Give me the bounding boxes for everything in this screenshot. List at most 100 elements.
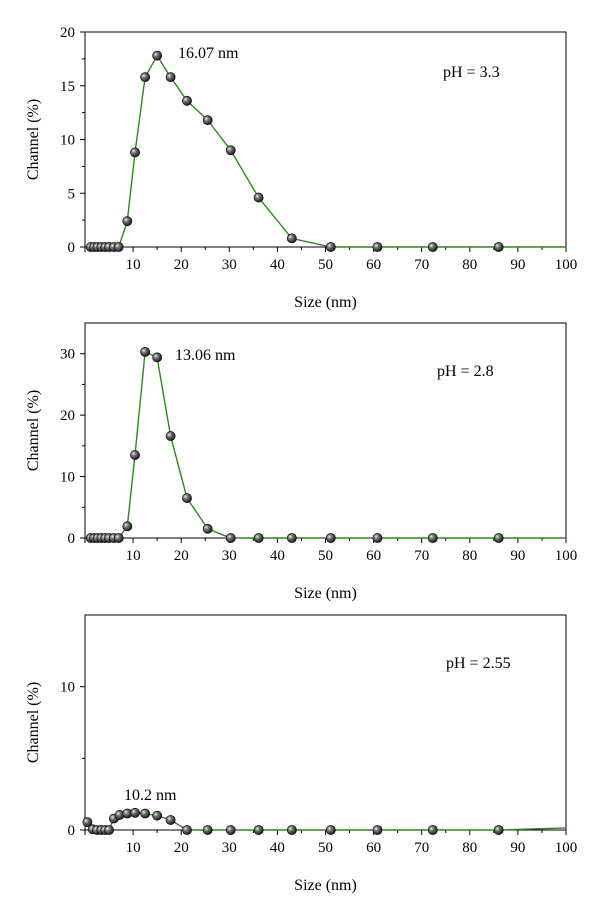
x-tick-label: 80 bbox=[462, 257, 477, 273]
x-tick-label: 60 bbox=[366, 840, 381, 856]
y-tick-label: 15 bbox=[60, 79, 75, 95]
x-tick-label: 100 bbox=[555, 548, 578, 564]
data-point bbox=[140, 346, 151, 357]
data-point bbox=[140, 808, 151, 819]
x-tick-label: 100 bbox=[555, 257, 578, 273]
data-point bbox=[253, 533, 264, 543]
y-tick-label: 5 bbox=[68, 186, 76, 202]
data-point bbox=[427, 825, 438, 835]
data-point bbox=[113, 533, 124, 543]
x-axis-title: Size (nm) bbox=[294, 585, 357, 602]
data-point bbox=[427, 242, 438, 252]
peak-size-annotation: 10.2 nm bbox=[124, 787, 177, 804]
y-tick-label: 10 bbox=[60, 133, 75, 149]
data-point bbox=[165, 815, 176, 825]
data-point bbox=[104, 825, 114, 835]
data-point bbox=[182, 493, 192, 503]
y-axis-title: Channel (%) bbox=[25, 682, 42, 763]
x-tick-label: 10 bbox=[126, 840, 141, 856]
data-point bbox=[493, 242, 504, 252]
x-axis-title: Size (nm) bbox=[294, 877, 357, 894]
data-point bbox=[325, 533, 336, 543]
data-point bbox=[202, 115, 213, 126]
x-tick-label: 20 bbox=[174, 840, 189, 856]
y-tick-label: 10 bbox=[60, 680, 75, 696]
y-tick-label: 20 bbox=[60, 408, 75, 424]
x-tick-label: 30 bbox=[222, 548, 237, 564]
peak-size-annotation: 13.06 nm bbox=[175, 347, 236, 364]
data-point bbox=[427, 533, 438, 543]
series-line bbox=[90, 54, 566, 248]
x-tick-label: 10 bbox=[126, 548, 141, 564]
x-tick-label: 70 bbox=[414, 840, 429, 856]
x-tick-label: 50 bbox=[318, 257, 333, 273]
data-point bbox=[82, 817, 93, 828]
data-point bbox=[130, 807, 140, 818]
ph-annotation: pH = 2.55 bbox=[446, 655, 511, 672]
x-tick-label: 40 bbox=[270, 840, 285, 856]
x-tick-label: 90 bbox=[510, 548, 525, 564]
data-point bbox=[372, 825, 383, 835]
data-point bbox=[372, 242, 383, 252]
data-point bbox=[152, 352, 163, 363]
data-point bbox=[202, 825, 213, 835]
x-tick-label: 20 bbox=[174, 257, 189, 273]
data-point bbox=[225, 145, 236, 156]
data-point bbox=[165, 431, 176, 441]
data-point bbox=[130, 147, 140, 158]
x-tick-label: 40 bbox=[270, 548, 285, 564]
data-point bbox=[165, 72, 176, 83]
x-axis-title: Size (nm) bbox=[294, 294, 357, 311]
y-tick-label: 0 bbox=[68, 823, 76, 839]
data-point bbox=[493, 825, 504, 835]
data-point bbox=[182, 825, 192, 835]
x-tick-label: 90 bbox=[510, 840, 525, 856]
series-line bbox=[90, 350, 566, 539]
x-tick-label: 80 bbox=[462, 840, 477, 856]
x-tick-label: 30 bbox=[222, 840, 237, 856]
x-tick-label: 70 bbox=[414, 257, 429, 273]
y-tick-label: 20 bbox=[60, 25, 75, 41]
x-tick-label: 70 bbox=[414, 548, 429, 564]
x-tick-label: 90 bbox=[510, 257, 525, 273]
x-tick-label: 40 bbox=[270, 257, 285, 273]
x-tick-label: 20 bbox=[174, 548, 189, 564]
data-point bbox=[152, 810, 163, 821]
data-point bbox=[325, 242, 336, 252]
data-point bbox=[182, 95, 192, 106]
x-tick-label: 30 bbox=[222, 257, 237, 273]
data-point bbox=[202, 523, 213, 534]
chart-panel-3: 10 20 30 40 50 60 70 80 90 100 0 10 Size (nm) Channel… bbox=[25, 614, 578, 894]
x-tick-label: 100 bbox=[555, 840, 578, 856]
data-point bbox=[253, 825, 264, 835]
x-tick-label: 60 bbox=[366, 257, 381, 273]
x-tick-label: 50 bbox=[318, 548, 333, 564]
y-axis-title: Channel (%) bbox=[25, 390, 42, 471]
data-point bbox=[286, 533, 297, 543]
y-tick-label: 10 bbox=[60, 470, 75, 486]
data-point bbox=[225, 533, 236, 543]
data-point bbox=[372, 533, 383, 543]
data-point bbox=[122, 521, 133, 532]
data-point bbox=[253, 192, 264, 203]
peak-size-annotation: 16.07 nm bbox=[178, 45, 239, 62]
data-point bbox=[122, 216, 133, 227]
data-point bbox=[325, 825, 336, 835]
data-point bbox=[286, 825, 297, 835]
chart-panel-2: 10 20 30 40 50 60 70 80 90 100 0 10 20 30 Size (nm) Cha… bbox=[25, 322, 578, 602]
ph-annotation: pH = 3.3 bbox=[443, 64, 500, 81]
x-tick-label: 60 bbox=[366, 548, 381, 564]
y-tick-label: 0 bbox=[68, 240, 76, 256]
data-point bbox=[130, 450, 140, 460]
y-tick-label: 0 bbox=[68, 531, 76, 547]
y-axis-title: Channel (%) bbox=[25, 99, 42, 180]
data-point bbox=[493, 533, 504, 543]
y-tick-label: 30 bbox=[60, 347, 75, 363]
data-point bbox=[113, 242, 124, 252]
data-point bbox=[225, 825, 236, 835]
data-point bbox=[152, 50, 163, 61]
x-tick-label: 10 bbox=[126, 257, 141, 273]
data-point bbox=[140, 72, 151, 83]
data-point bbox=[286, 233, 297, 244]
